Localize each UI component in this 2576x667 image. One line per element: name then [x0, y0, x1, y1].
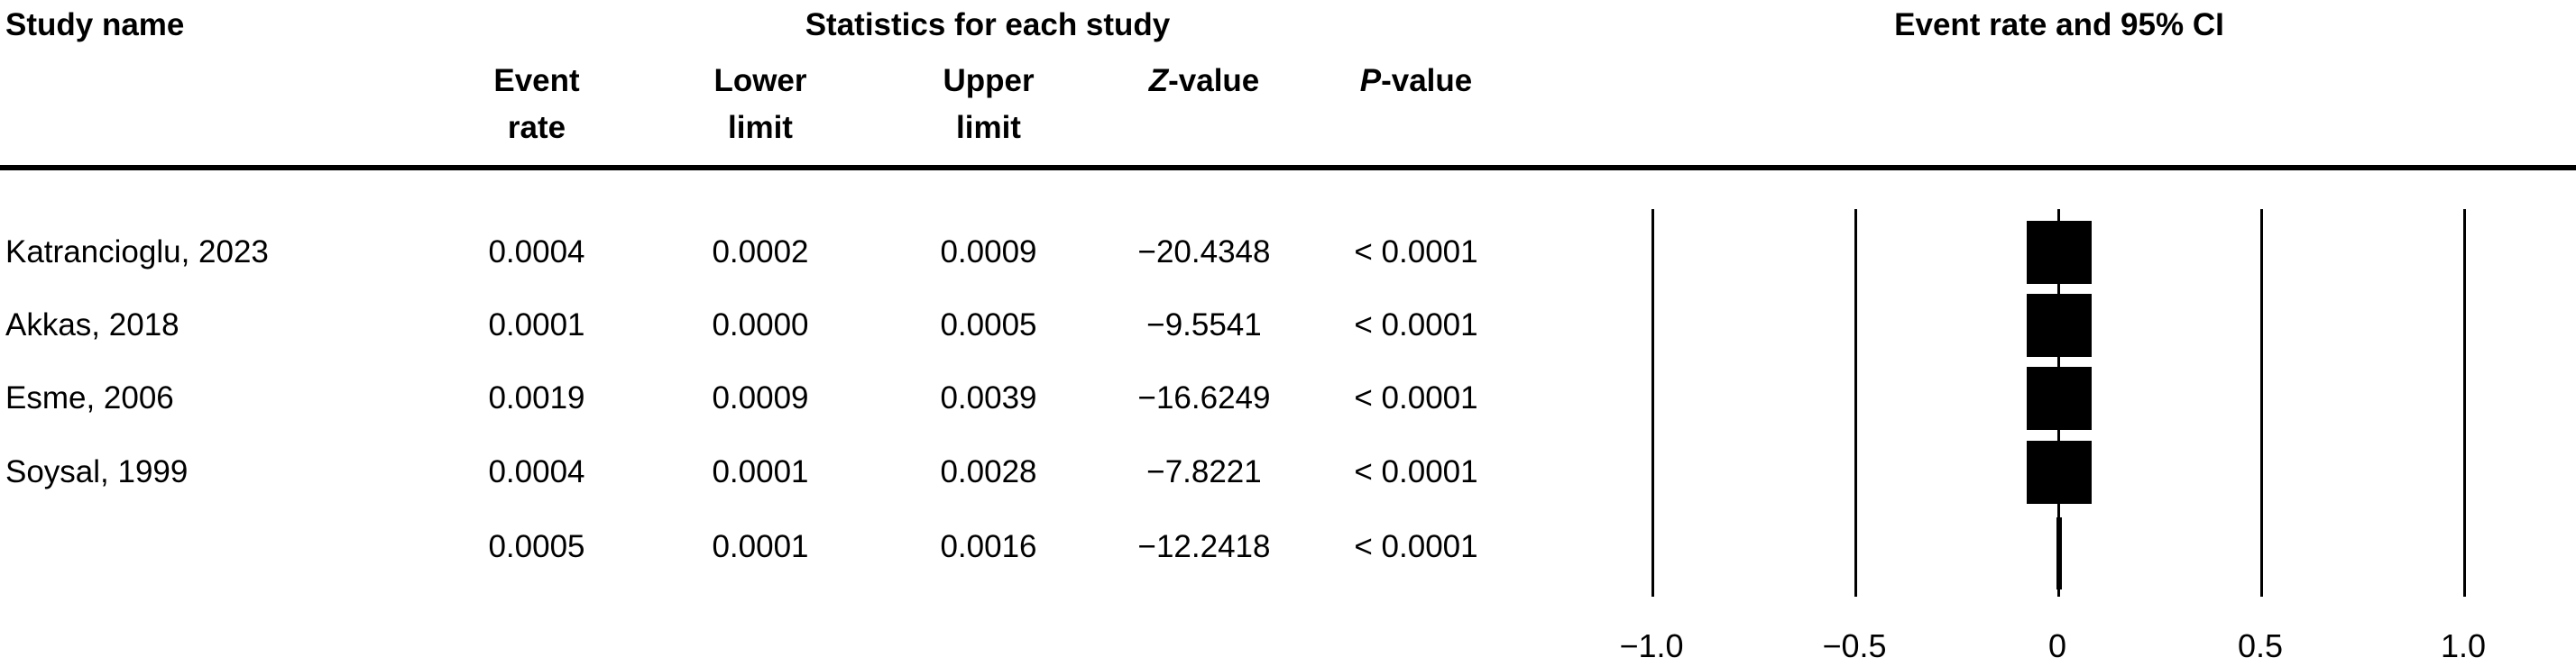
p-value: < 0.0001 [1354, 454, 1478, 489]
z-letter: Z [1148, 63, 1169, 98]
gridline-1 [2463, 209, 2466, 597]
event-rate-value: 0.0001 [488, 307, 585, 343]
column-header-lower-limit-line1: Lower [713, 63, 807, 98]
summary-lower-limit-value: 0.0001 [712, 529, 809, 564]
column-header-upper-limit-line2: limit [956, 110, 1021, 145]
column-header-event-rate: Event rate [428, 58, 645, 151]
forest-summary-diamond [2056, 517, 2062, 589]
lower-limit-value: 0.0000 [712, 307, 809, 343]
z-rest: -value [1168, 63, 1260, 98]
gridline-minus-0-5 [1854, 209, 1857, 597]
event-rate-value: 0.0004 [488, 454, 585, 489]
upper-limit-value: 0.0005 [940, 307, 1037, 343]
forest-square-soysal [2027, 441, 2092, 504]
summary-event-rate-value: 0.0005 [488, 529, 585, 564]
forest-square-akkas [2027, 294, 2092, 357]
study-name: Soysal, 1999 [5, 454, 189, 489]
upper-limit-value: 0.0039 [940, 380, 1037, 416]
lower-limit-value: 0.0009 [712, 380, 809, 416]
p-value: < 0.0001 [1354, 380, 1478, 416]
column-header-lower-limit: Lower limit [652, 58, 869, 151]
summary-z-value: −12.2418 [1137, 529, 1271, 564]
axis-tick-label-minus-0-5: −0.5 [1822, 627, 1887, 664]
z-value: −9.5541 [1146, 307, 1262, 343]
axis-tick-label-1: 1.0 [2440, 627, 2487, 664]
study-name: Akkas, 2018 [5, 307, 179, 343]
lower-limit-value: 0.0001 [712, 454, 809, 489]
column-header-z-value: Z-value [1091, 58, 1317, 105]
p-letter: P [1359, 63, 1382, 98]
event-rate-value: 0.0019 [488, 380, 585, 416]
z-value: −7.8221 [1146, 454, 1262, 489]
lower-limit-value: 0.0002 [712, 234, 809, 270]
z-value: −16.6249 [1137, 380, 1271, 416]
study-name: Esme, 2006 [5, 380, 174, 416]
study-name-column-header: Study name [5, 7, 185, 42]
p-value: < 0.0001 [1354, 234, 1478, 270]
statistics-group-header: Statistics for each study [805, 7, 1171, 42]
column-header-event-rate-line2: rate [507, 110, 566, 145]
gridline-0-5 [2260, 209, 2263, 597]
column-header-p-value: P-value [1303, 58, 1529, 105]
z-value: −20.4348 [1137, 234, 1271, 270]
forest-square-esme [2027, 367, 2092, 430]
upper-limit-value: 0.0028 [940, 454, 1037, 489]
plot-header: Event rate and 95% CI [1894, 7, 2224, 42]
upper-limit-value: 0.0009 [940, 234, 1037, 270]
header-divider-rule [0, 165, 2576, 170]
summary-upper-limit-value: 0.0016 [940, 529, 1037, 564]
forest-square-katrancioglu [2027, 221, 2092, 284]
p-rest: -value [1381, 63, 1473, 98]
column-header-upper-limit: Upper limit [880, 58, 1097, 151]
axis-tick-label-zero: 0 [2047, 627, 2067, 664]
gridline-minus-1 [1651, 209, 1654, 597]
axis-tick-label-minus-1: −1.0 [1619, 627, 1684, 664]
p-value: < 0.0001 [1354, 307, 1478, 343]
study-name: Katrancioglu, 2023 [5, 234, 269, 270]
axis-tick-label-0-5: 0.5 [2237, 627, 2284, 664]
column-header-event-rate-line1: Event [493, 63, 580, 98]
column-header-upper-limit-line1: Upper [943, 63, 1035, 98]
summary-p-value: < 0.0001 [1354, 529, 1478, 564]
column-header-lower-limit-line2: limit [728, 110, 793, 145]
event-rate-value: 0.0004 [488, 234, 585, 270]
